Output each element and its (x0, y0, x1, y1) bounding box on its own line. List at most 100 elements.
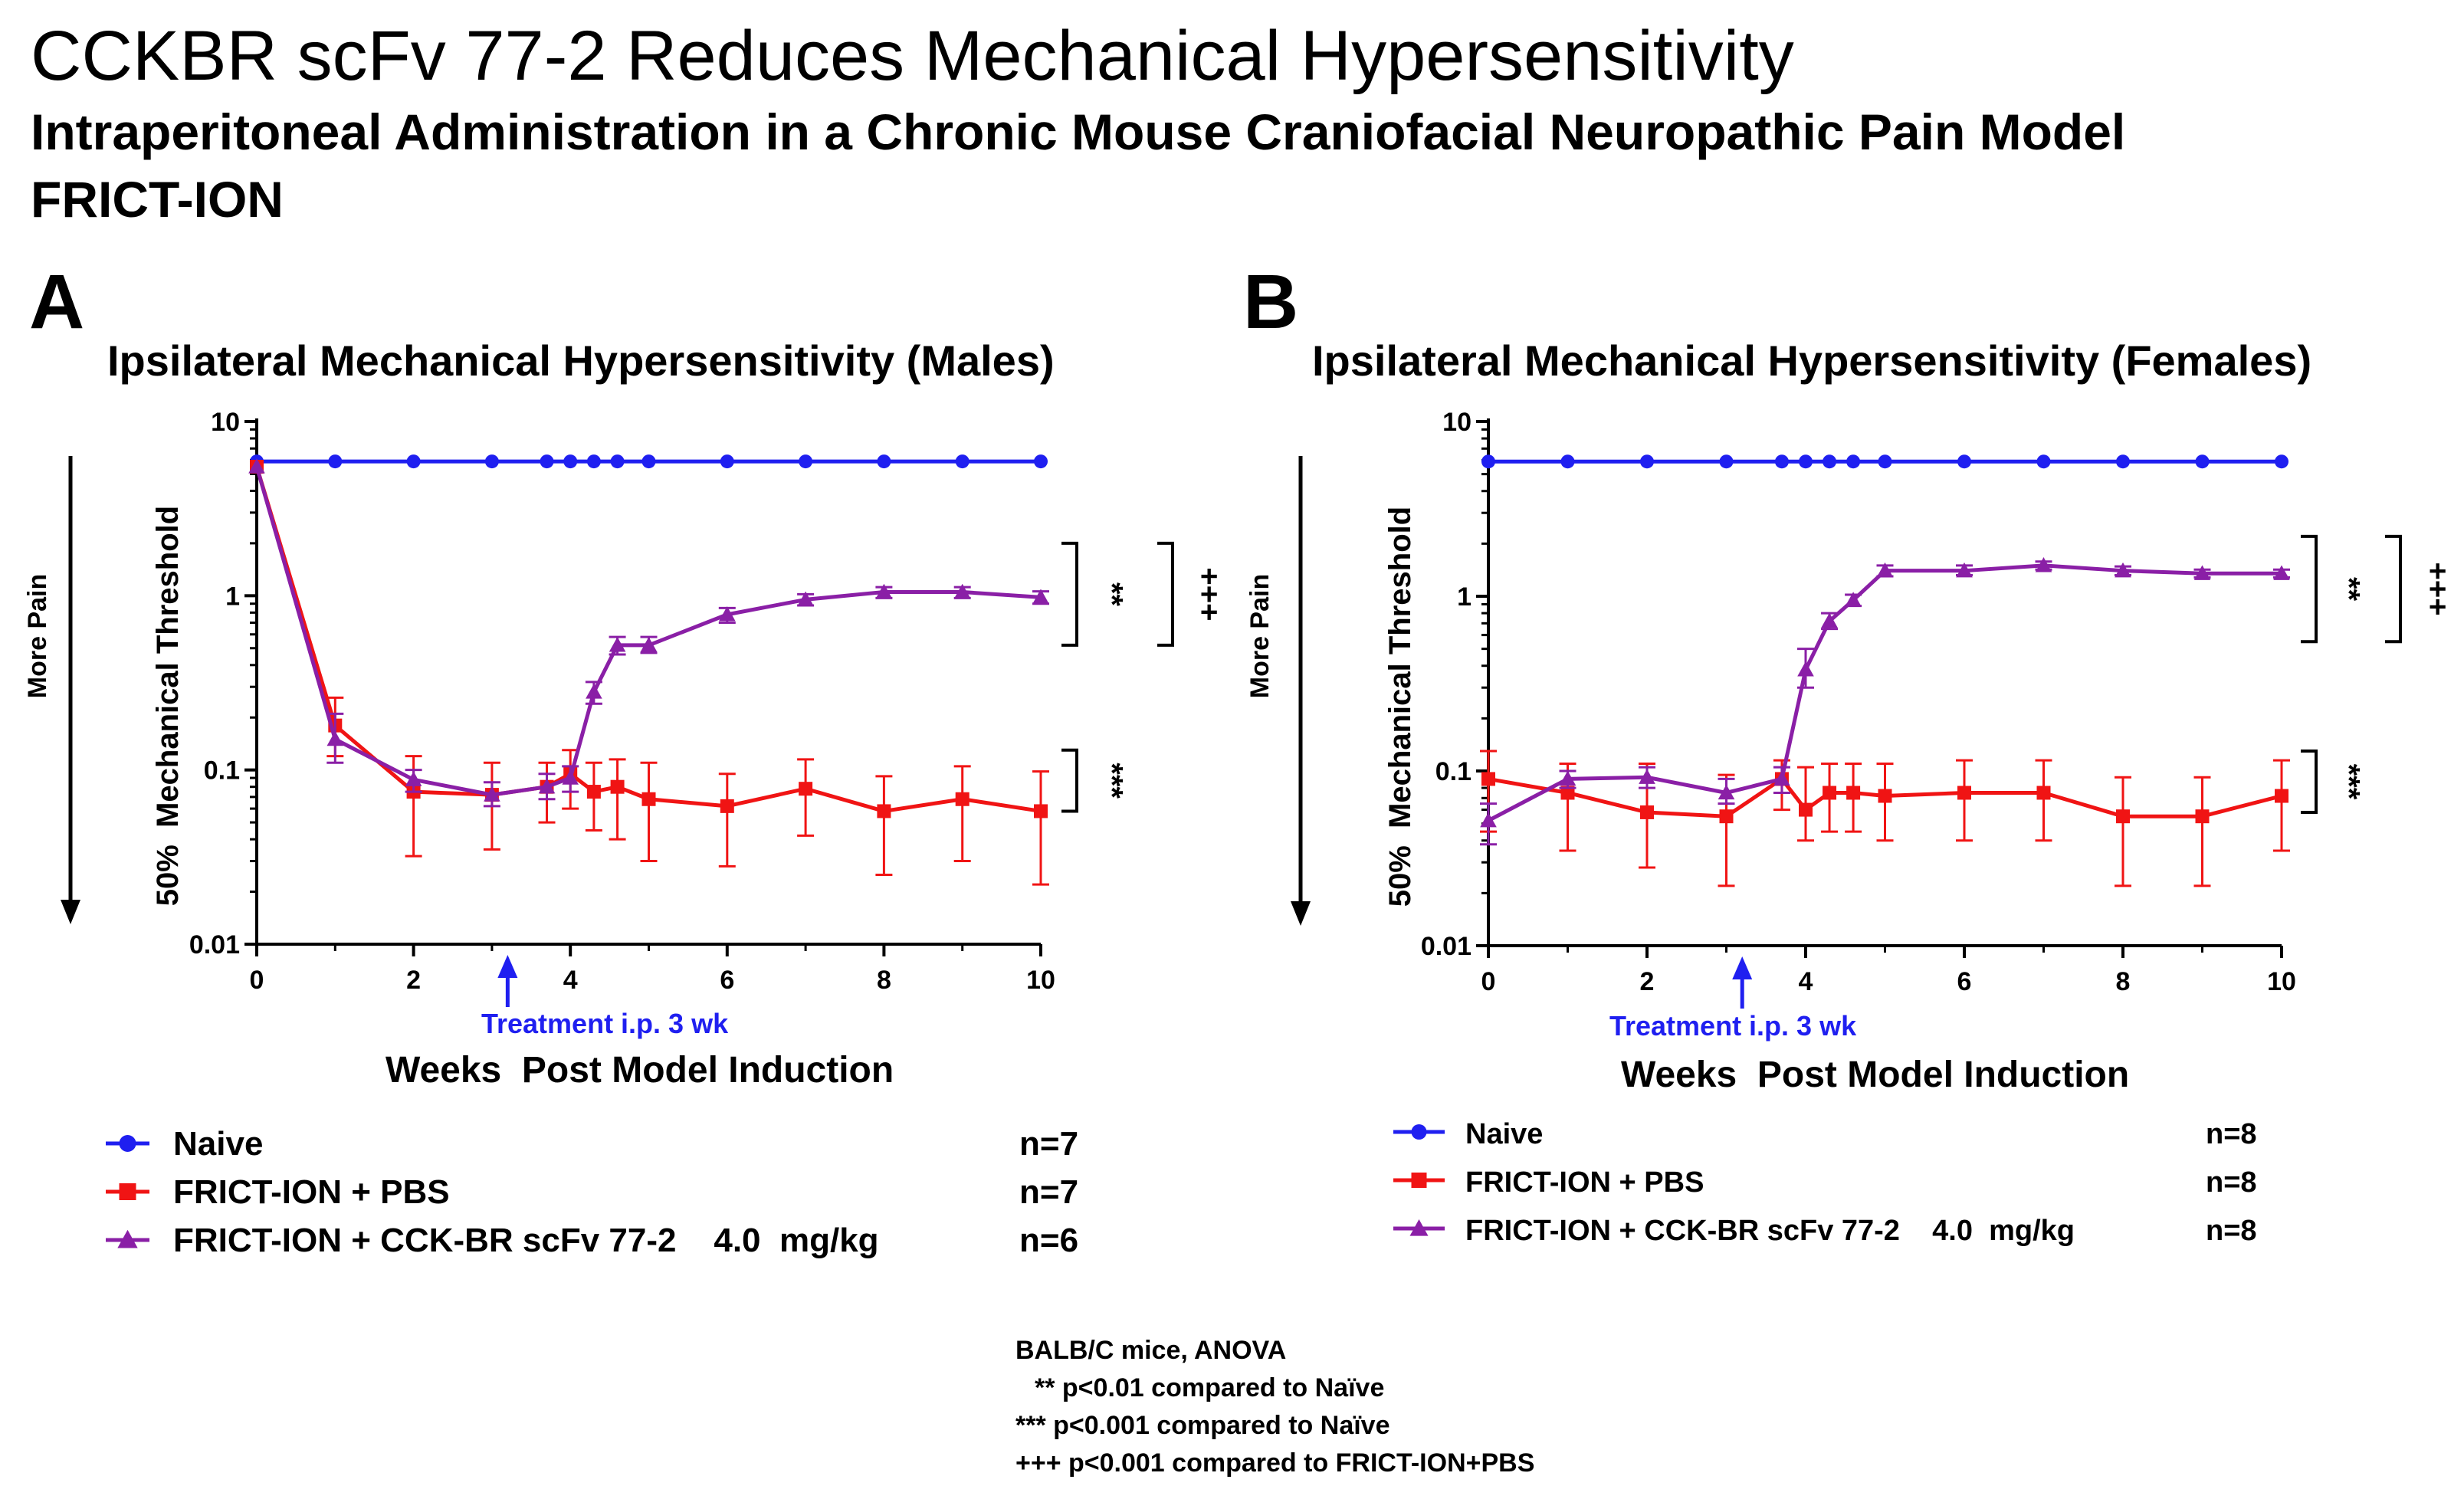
data-point-circle (484, 454, 499, 469)
panel-letter: B (1243, 259, 1298, 345)
significance-label: ** (2331, 577, 2365, 602)
legend-label: FRICT-ION + PBS (1465, 1166, 1704, 1199)
data-point-square (641, 792, 656, 806)
legend-item: FRICT-ION + CCK-BR scFv 77-2 4.0 mg/kg n=… (1393, 1215, 2257, 1247)
data-point-circle (586, 454, 601, 469)
legend-label: FRICT-ION + CCK-BR scFv 77-2 4.0 mg/kg (1465, 1215, 2075, 1247)
footnotes: BALB/C mice, ANOVA ** p<0.01 compared to… (1015, 1336, 1534, 1478)
series-line (1487, 563, 2282, 822)
data-point-square (1823, 786, 1837, 800)
series-line (1488, 776, 2282, 818)
data-point-triangle (1845, 592, 1862, 607)
x-axis-title: Weeks Post Model Induction (1621, 1055, 2129, 1095)
data-point-triangle (719, 606, 736, 622)
data-point-square (2195, 809, 2210, 824)
series-naive (1481, 454, 2288, 469)
data-point-square (877, 804, 891, 818)
data-point-triangle (1773, 770, 1790, 786)
data-point-triangle (2035, 557, 2052, 572)
panel-letter: A (29, 259, 84, 345)
y-tick-label: 1 (1457, 582, 1472, 612)
data-point-circle (1846, 454, 1861, 469)
y-tick-label: 0.1 (1435, 757, 1472, 786)
data-point-circle (1719, 454, 1734, 469)
data-point-circle (955, 454, 970, 469)
y-tick-label: 0.01 (1421, 932, 1472, 961)
data-point-square (586, 785, 601, 799)
data-point-square (1846, 786, 1861, 800)
panel-a: A Ipsilateral Mechanical Hypersensitivity… (23, 259, 1225, 1259)
significance-label: +++ (1192, 567, 1225, 621)
data-point-circle (540, 454, 554, 469)
data-point-triangle (1718, 784, 1735, 800)
data-point-circle (610, 454, 625, 469)
subtitle-model: Intraperitoneal Administration in a Chro… (31, 103, 2126, 160)
data-point-square (1957, 786, 1971, 800)
legend-marker-circle (119, 1135, 136, 1152)
data-point-circle (720, 454, 734, 469)
x-tick-label: 8 (877, 966, 891, 995)
data-point-circle (1774, 454, 1789, 469)
data-point-triangle (586, 684, 602, 699)
data-point-circle (1481, 454, 1495, 469)
y-tick-label: 10 (211, 408, 240, 437)
data-point-square (1640, 805, 1654, 819)
x-tick-label: 8 (2116, 967, 2131, 996)
significance-bracket: *** (1061, 748, 1128, 813)
data-point-circle (2036, 454, 2051, 469)
series-pbs (250, 460, 1049, 886)
legend-item: FRICT-ION + CCK-BR scFv 77-2 4.0 mg/kg n=… (106, 1222, 1078, 1259)
x-tick-label: 2 (1640, 967, 1655, 996)
data-point-square (799, 782, 813, 796)
main-title: CCKBR scFv 77-2 Reduces Mechanical Hyper… (31, 17, 1794, 95)
data-point-square (2116, 809, 2130, 824)
legend-n: n=7 (1019, 1173, 1078, 1211)
series-line (254, 466, 1042, 797)
data-point-triangle (484, 786, 500, 802)
data-point-circle (328, 454, 343, 469)
legend-label: FRICT-ION + CCK-BR scFv 77-2 4.0 mg/kg (173, 1222, 879, 1259)
panel-title: Ipsilateral Mechanical Hypersensitivity … (107, 336, 1055, 385)
x-tick-label: 0 (250, 966, 264, 995)
data-point-triangle (797, 591, 814, 607)
y-tick-label: 10 (1442, 408, 1472, 437)
legend-marker-circle (1411, 1124, 1427, 1140)
legend-item: FRICT-ION + PBS n=8 (1393, 1166, 2257, 1199)
data-point-triangle (1797, 661, 1814, 677)
data-point-circle (1878, 454, 1892, 469)
panel-title: Ipsilateral Mechanical Hypersensitivity … (1312, 336, 2311, 385)
legend-item: Naive n=7 (106, 1125, 1078, 1163)
more-pain-arrow-icon (1291, 901, 1311, 926)
significance-label: ** (1094, 582, 1128, 607)
bracket-line (2301, 534, 2318, 644)
data-point-circle (877, 454, 891, 469)
legend-n: n=7 (1019, 1125, 1078, 1163)
legend-label: Naive (173, 1125, 263, 1163)
legend-marker-triangle (1409, 1219, 1429, 1236)
y-axis-title: 50% Mechanical Threshold (151, 506, 185, 906)
data-point-circle (563, 454, 578, 469)
data-point-square (955, 792, 970, 806)
legend-n: n=8 (2206, 1166, 2257, 1199)
significance-label: *** (2331, 764, 2365, 800)
treatment-label: Treatment i.p. 3 wk (1609, 1010, 1857, 1042)
bracket-line (1157, 541, 1174, 647)
significance-bracket: +++ (2385, 534, 2454, 644)
series-scfv (248, 458, 1049, 808)
data-point-triangle (1876, 562, 1894, 578)
data-point-square (1034, 804, 1048, 818)
legend-n: n=8 (2206, 1215, 2257, 1247)
y-tick-label: 1 (225, 582, 240, 611)
x-tick-label: 2 (406, 966, 421, 995)
data-point-triangle (326, 730, 344, 746)
data-point-triangle (1639, 769, 1655, 784)
more-pain-label: More Pain (1245, 574, 1275, 698)
x-tick-label: 6 (720, 966, 734, 995)
data-point-triangle (405, 771, 422, 786)
series-line (254, 466, 1042, 813)
more-pain-arrow-icon (61, 900, 80, 924)
x-tick-label: 0 (1481, 967, 1496, 996)
data-point-square (1799, 802, 1813, 817)
legend-label: FRICT-ION + PBS (173, 1173, 450, 1211)
